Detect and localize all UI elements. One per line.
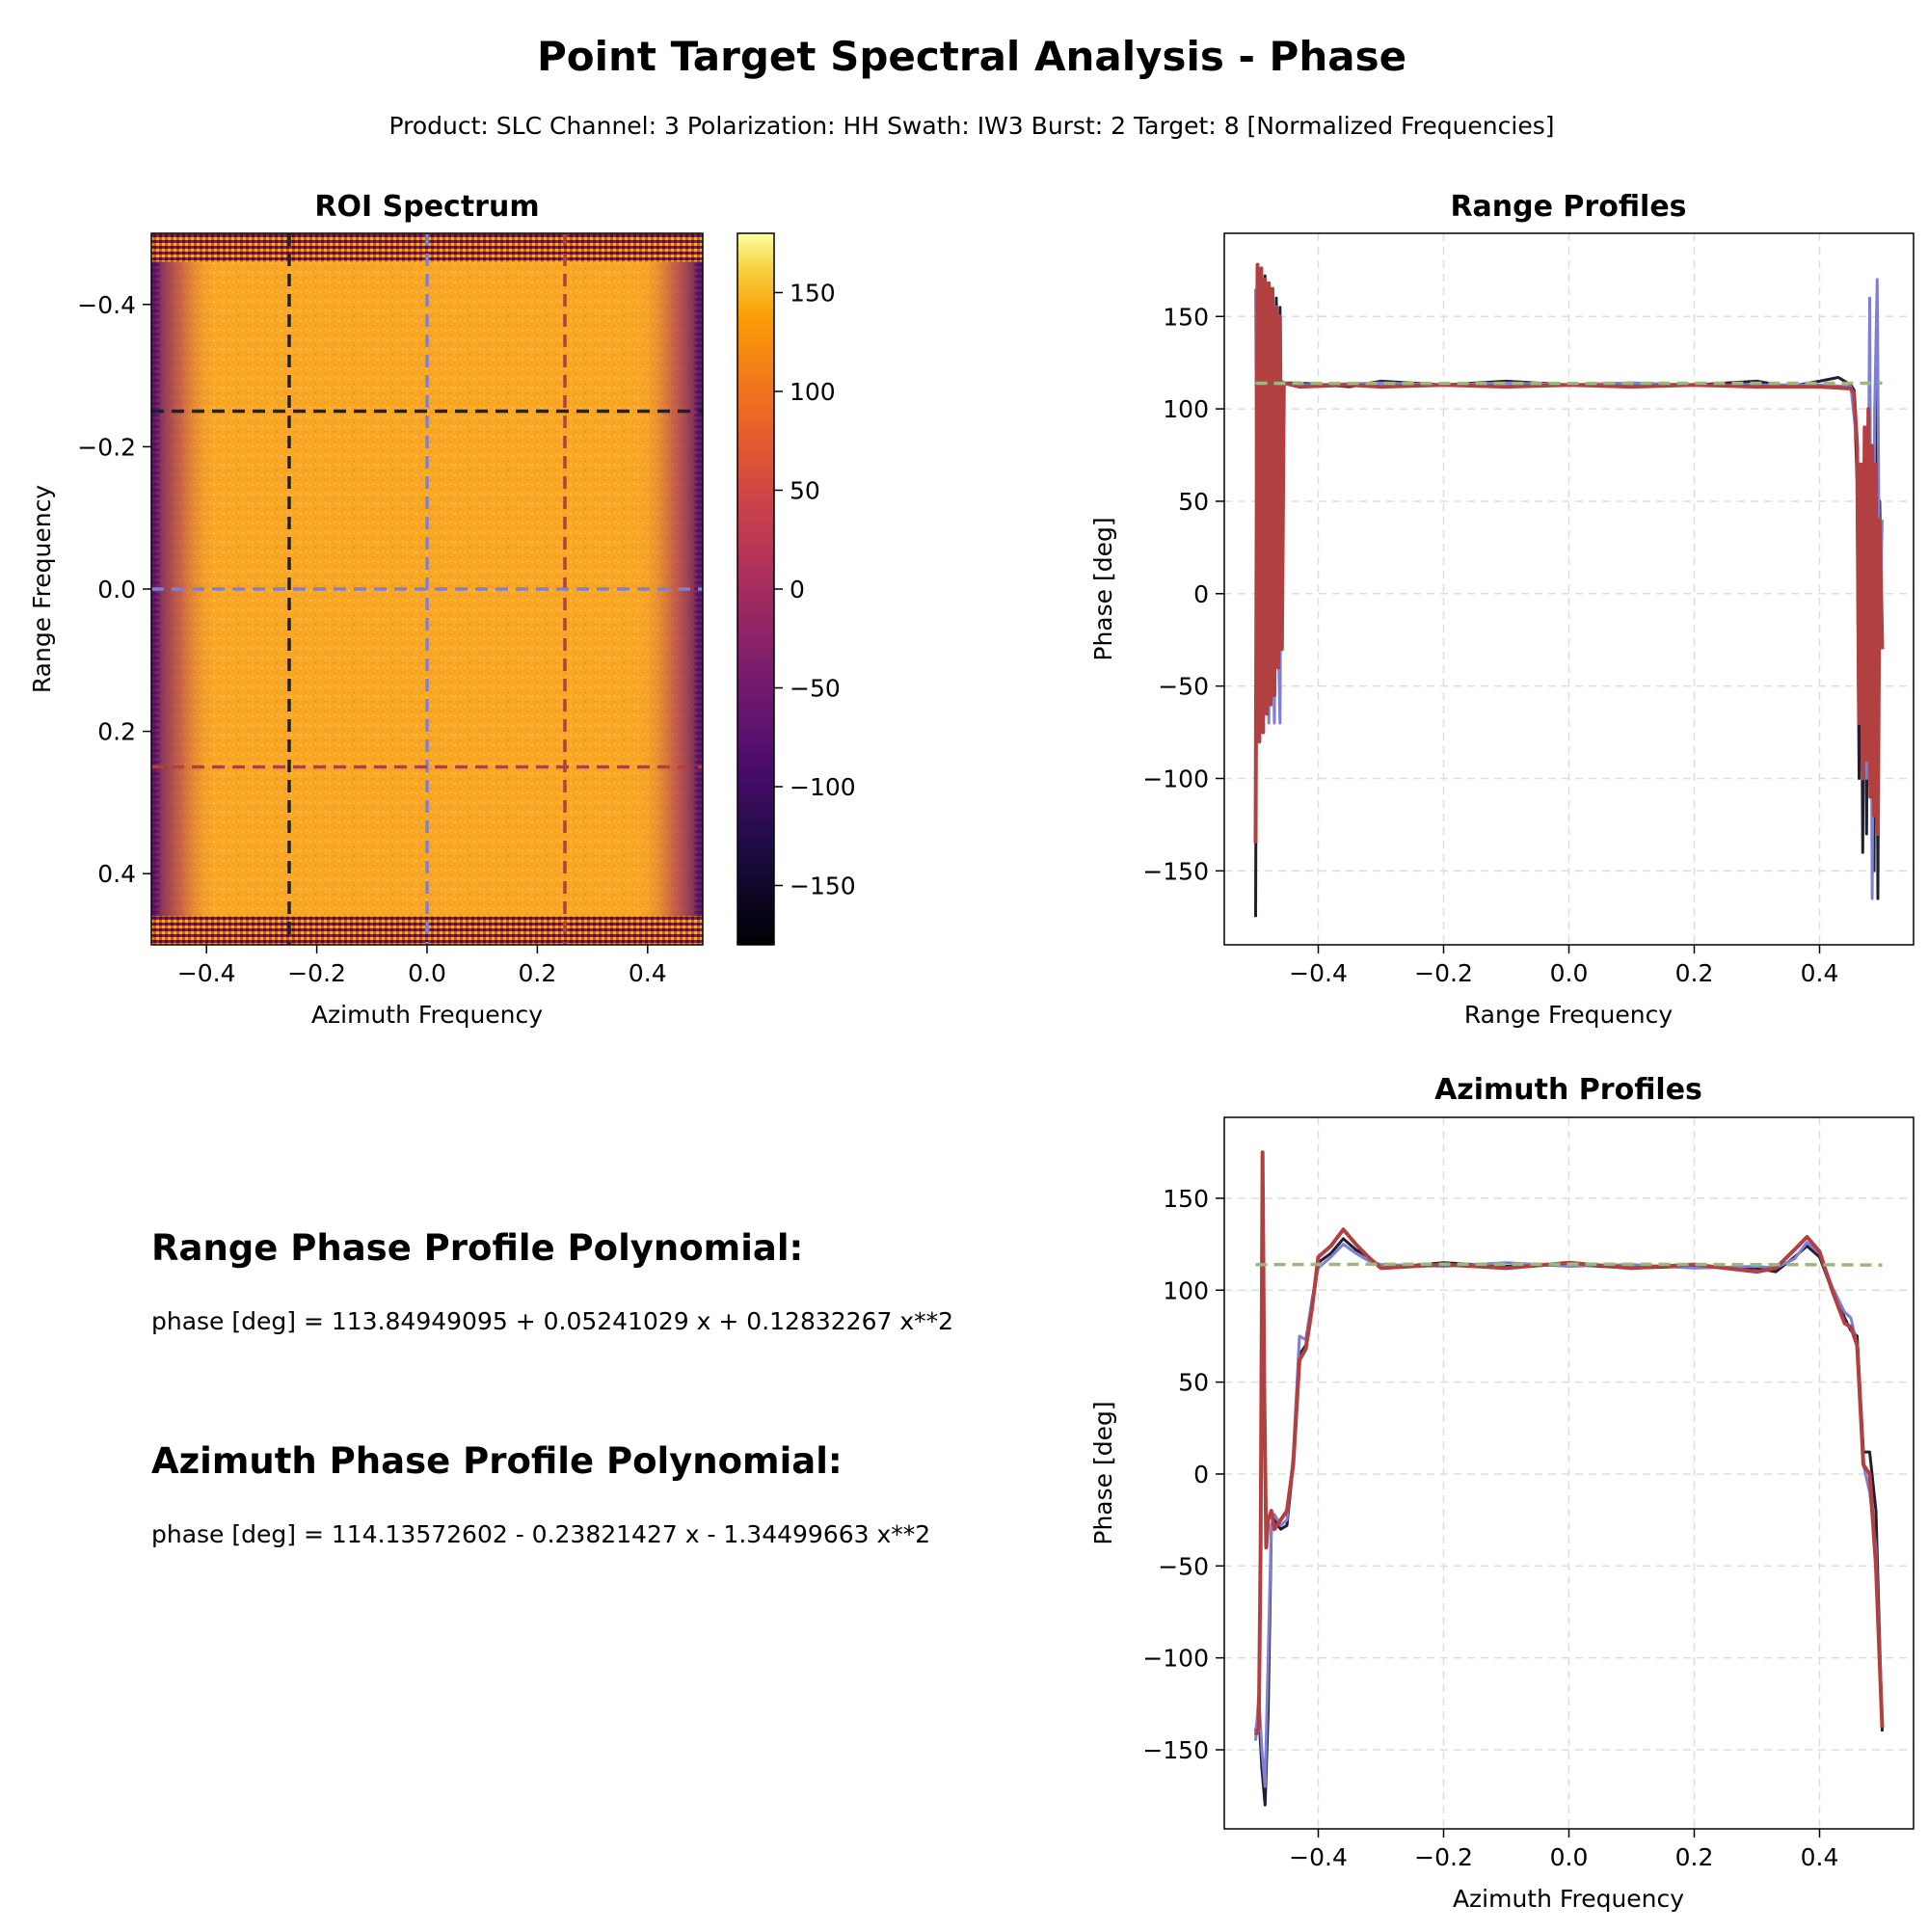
roi-spectrum-x-tick-label: −0.4 <box>177 959 236 987</box>
roi-spectrum-x-tick-label: 0.0 <box>408 959 446 987</box>
roi-spectrum-x-tick-label: 0.4 <box>629 959 667 987</box>
roi-spectrum-y-tick-label: −0.2 <box>77 433 136 461</box>
range-profiles-y-tick-label: −50 <box>1158 673 1209 701</box>
azimuth-profiles-ylabel: Phase [deg] <box>1089 1401 1117 1544</box>
azimuth-profiles-x-ticks: −0.4 −0.2 0.0 0.2 0.4 <box>1289 1829 1838 1871</box>
azimuth-profiles-y-ticks: 150 100 50 0 −50 −100 −150 <box>1142 1185 1224 1764</box>
azimuth-profiles-grid <box>1224 1117 1914 1829</box>
range-profiles-y-tick-label: 100 <box>1163 395 1209 423</box>
azimuth-polynomial-heading: Azimuth Phase Profile Polynomial: <box>151 1440 843 1482</box>
azimuth-profiles-y-tick-label: 150 <box>1163 1185 1209 1213</box>
azimuth-profiles-x-tick-label: −0.4 <box>1289 1843 1348 1871</box>
roi-spectrum-y-tick-label: 0.2 <box>97 718 136 746</box>
roi-spectrum-xlabel: Azimuth Frequency <box>311 1001 543 1029</box>
range-profiles-y-tick-label: 0 <box>1193 580 1209 608</box>
range-polynomial-equation: phase [deg] = 113.84949095 + 0.05241029 … <box>151 1307 953 1335</box>
azimuth-profiles-x-tick-label: 0.4 <box>1801 1843 1839 1871</box>
range-profiles-x-tick-label: 0.2 <box>1675 959 1714 987</box>
roi-spectrum-x-tick-label: 0.2 <box>519 959 557 987</box>
roi-spectrum-x-ticks: −0.4 −0.2 0.0 0.2 0.4 <box>177 945 667 987</box>
roi-spectrum-y-tick-label: 0.0 <box>97 576 136 604</box>
range-profiles-title: Range Profiles <box>1450 190 1686 224</box>
range-profiles-y-tick-label: 50 <box>1178 488 1209 516</box>
colorbar-ticks: 150 100 50 0 −50 −100 −150 <box>774 280 856 900</box>
azimuth-polynomial-equation: phase [deg] = 114.13572602 - 0.23821427 … <box>151 1520 930 1548</box>
roi-spectrum-y-tick-label: −0.4 <box>77 291 136 319</box>
colorbar <box>737 233 774 945</box>
range-profiles-x-ticks: −0.4 −0.2 0.0 0.2 0.4 <box>1289 945 1838 987</box>
range-profiles-x-tick-label: 0.0 <box>1550 959 1589 987</box>
roi-spectrum-y-tick-label: 0.4 <box>97 860 136 888</box>
range-profiles-y-ticks: 150 100 50 0 −50 −100 −150 <box>1142 303 1224 885</box>
range-profiles-y-tick-label: 150 <box>1163 303 1209 331</box>
azimuth-profiles-fit-line <box>1256 1264 1883 1265</box>
azimuth-profiles-x-tick-label: −0.2 <box>1414 1843 1473 1871</box>
roi-spectrum-title: ROI Spectrum <box>314 190 539 224</box>
roi-spectrum-x-tick-label: −0.2 <box>287 959 346 987</box>
colorbar-tick-label: 50 <box>790 477 820 505</box>
figure-subtitle: Product: SLC Channel: 3 Polarization: HH… <box>389 112 1555 140</box>
range-profiles-panel: Range Profiles −0.4 −0.2 0.0 0.2 0.4 150 100 5… <box>1089 190 1914 1029</box>
range-polynomial-heading: Range Phase Profile Polynomial: <box>151 1227 803 1269</box>
range-profiles-y-tick-label: −150 <box>1142 857 1209 885</box>
azimuth-profiles-xlabel: Azimuth Frequency <box>1453 1885 1684 1913</box>
azimuth-profiles-x-tick-label: 0.2 <box>1675 1843 1714 1871</box>
azimuth-profiles-y-tick-label: 0 <box>1193 1461 1209 1489</box>
range-profiles-x-tick-label: 0.4 <box>1801 959 1839 987</box>
azimuth-profiles-y-tick-label: −100 <box>1142 1645 1209 1673</box>
azimuth-profiles-y-tick-label: −50 <box>1158 1552 1209 1580</box>
azimuth-profiles-y-tick-label: −150 <box>1142 1736 1209 1764</box>
range-profiles-y-tick-label: −100 <box>1142 765 1209 792</box>
range-profiles-grid <box>1224 233 1914 945</box>
colorbar-tick-label: 100 <box>790 378 836 406</box>
colorbar-tick-label: 0 <box>790 576 805 604</box>
colorbar-tick-label: 150 <box>790 280 836 308</box>
roi-spectrum-panel: ROI Spectrum <box>28 190 856 1029</box>
azimuth-profiles-y-tick-label: 50 <box>1178 1369 1209 1397</box>
colorbar-tick-label: −50 <box>790 675 841 703</box>
range-profiles-series-line <box>1256 265 1883 844</box>
range-profiles-xlabel: Range Frequency <box>1464 1001 1674 1029</box>
azimuth-profiles-lines <box>1256 1152 1883 1805</box>
azimuth-profiles-x-tick-label: 0.0 <box>1550 1843 1589 1871</box>
roi-spectrum-ylabel: Range Frequency <box>28 485 56 694</box>
range-profiles-x-tick-label: −0.4 <box>1289 959 1348 987</box>
range-profiles-x-tick-label: −0.2 <box>1414 959 1473 987</box>
azimuth-profiles-y-tick-label: 100 <box>1163 1276 1209 1304</box>
azimuth-profiles-title: Azimuth Profiles <box>1434 1073 1702 1107</box>
colorbar-tick-label: −100 <box>790 773 856 801</box>
range-profiles-ylabel: Phase [deg] <box>1089 517 1117 660</box>
colorbar-tick-label: −150 <box>790 872 856 900</box>
figure-title: Point Target Spectral Analysis - Phase <box>537 33 1406 80</box>
azimuth-profiles-panel: Azimuth Profiles −0.4 −0.2 0.0 0.2 0.4 150 10… <box>1089 1073 1914 1913</box>
roi-spectrum-y-ticks: −0.4 −0.2 0.0 0.2 0.4 <box>77 291 151 888</box>
